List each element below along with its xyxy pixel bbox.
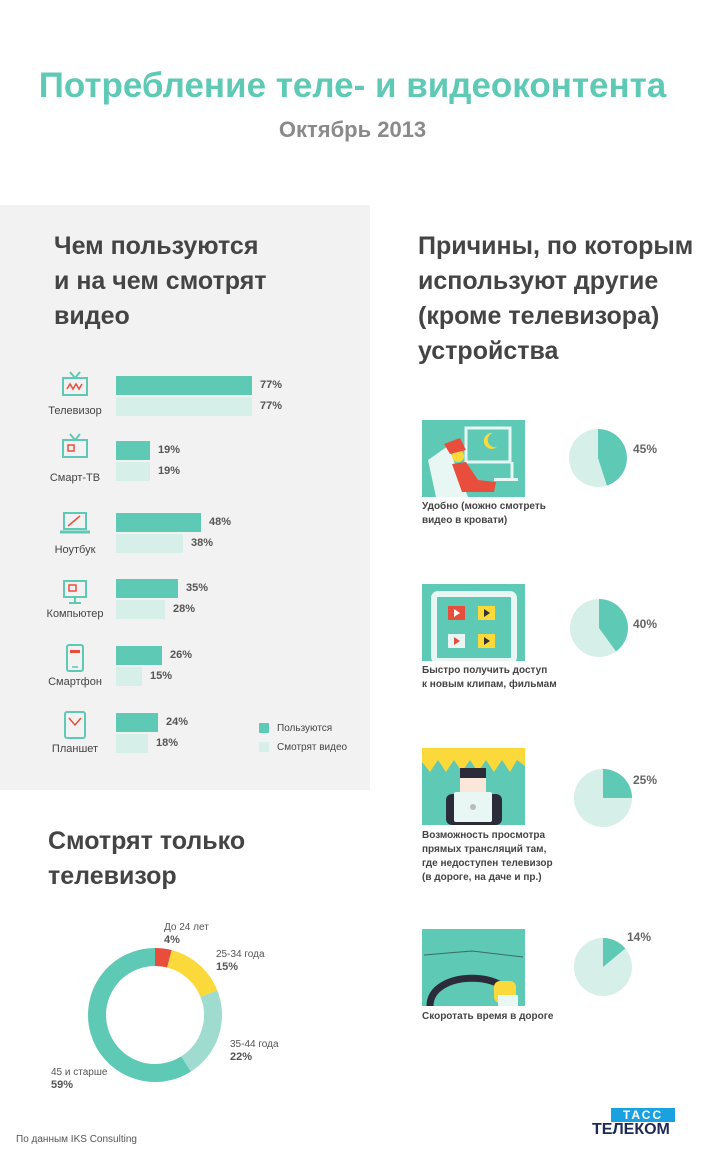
device-label: Смартфон: [48, 676, 102, 688]
reason-text-line: прямых трансляций там,: [422, 844, 547, 855]
devices-title-line: видео: [54, 302, 130, 330]
reasons-title-line: Причины, по которым: [418, 232, 694, 260]
donut-slice: [180, 990, 222, 1072]
tass-logo-bottom: ТЕЛЕКОМ: [592, 1121, 670, 1138]
reason-pie-label: 25%: [633, 773, 658, 787]
tv-icon: [62, 371, 88, 396]
donut-label-25-34: 25-34 года 15%: [216, 948, 265, 974]
device-label: Компьютер: [46, 608, 104, 620]
reason-pie-label: 45%: [633, 442, 658, 456]
donut-category: До 24 лет: [164, 922, 209, 933]
donut-category: 35-44 года: [230, 1039, 279, 1050]
device-label: Ноутбук: [54, 544, 96, 556]
tablet-icon: [64, 711, 86, 739]
reason-text-line: где недоступен телевизор: [422, 858, 553, 869]
reasons-title-line: устройства: [418, 337, 559, 365]
reason-text-line: Скоротать время в дороге: [422, 1011, 554, 1022]
pie-slice: [598, 429, 627, 486]
donut-category: 25-34 года: [216, 949, 265, 960]
reason-text-4: Скоротать время в дороге: [422, 1010, 553, 1024]
video-clips-illustration: [422, 584, 525, 661]
reason-text-1: Удобно (можно смотреть видео в кровати): [422, 500, 546, 528]
donut-category: 45 и старше: [51, 1067, 108, 1078]
bed-watching-illustration: [422, 420, 525, 497]
reason-text-line: Возможность просмотра: [422, 830, 546, 841]
page-subtitle: Октябрь 2013: [278, 117, 427, 142]
reason-pie-label: 40%: [633, 617, 658, 631]
tv-only-title-line: телевизор: [48, 862, 177, 890]
laptop-icon: [60, 512, 90, 534]
donut-value: 22%: [230, 1051, 253, 1063]
devices-section-title: Чем пользуются и на чем смотрят видео: [54, 229, 267, 334]
legend-swatch-watch: [259, 742, 269, 752]
reasons-title-line: (кроме телевизора): [418, 302, 660, 330]
device-label: Смарт-ТВ: [49, 472, 101, 484]
tass-logo-top: ТАСС: [611, 1108, 675, 1122]
donut-value: 15%: [216, 961, 239, 973]
pie-slice: [603, 938, 626, 967]
reason-text-line: видео в кровати): [422, 515, 508, 526]
pie-slice: [599, 599, 628, 652]
tv-only-section-title: Смотрят только телевизор: [48, 824, 245, 894]
reason-text-2: Быстро получить доступ к новым клипам, ф…: [422, 664, 557, 692]
donut-slice: [166, 950, 218, 998]
reason-pie-label: 14%: [627, 930, 652, 944]
devices-panel: [0, 205, 370, 790]
source-note: По данным IKS Consulting: [16, 1134, 137, 1145]
donut-value: 4%: [164, 934, 180, 946]
device-label: Планшет: [51, 743, 99, 755]
donut-label-under24: До 24 лет 4%: [164, 921, 209, 947]
donut-slice: [88, 948, 191, 1082]
reason-text-line: к новым клипам, фильмам: [422, 679, 557, 690]
legend-swatch-use: [259, 723, 269, 733]
live-stream-illustration: [422, 748, 525, 825]
reason-text-line: (в дороге, на даче и пр.): [422, 872, 542, 883]
reason-text-line: Удобно (можно смотреть: [422, 501, 546, 512]
donut-value: 59%: [51, 1079, 74, 1091]
devices-title-line: Чем пользуются: [54, 232, 259, 260]
smartphone-icon: [66, 644, 84, 672]
driving-illustration: [422, 929, 525, 1006]
reason-text-line: Быстро получить доступ: [422, 665, 548, 676]
pie-slice: [603, 769, 632, 798]
tv-only-title-line: Смотрят только: [48, 827, 246, 855]
computer-icon: [63, 580, 87, 604]
legend-label-use: Пользуются: [277, 723, 333, 734]
donut-label-35-44: 35-44 года 22%: [230, 1038, 279, 1064]
donut-label-45plus: 45 и старше 59%: [51, 1066, 107, 1092]
reasons-title-line: используют другие: [418, 267, 659, 295]
device-label: Телевизор: [48, 405, 102, 417]
reasons-section-title: Причины, по которым используют другие (к…: [418, 229, 693, 369]
donut-slice: [154, 948, 172, 968]
smart-tv-icon: [62, 433, 88, 458]
page-title: Потребление теле- и видеоконтента: [38, 66, 667, 105]
reason-text-3: Возможность просмотра прямых трансляций …: [422, 829, 553, 885]
legend-label-watch: Смотрят видео: [277, 742, 348, 753]
devices-title-line: и на чем смотрят: [54, 267, 267, 295]
